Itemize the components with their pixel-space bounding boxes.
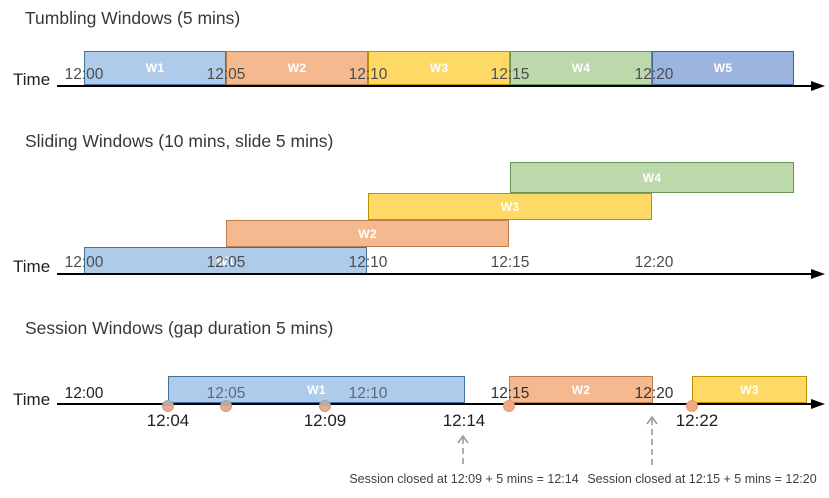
window-label: W3 <box>500 199 520 214</box>
window-label: W4 <box>642 170 662 185</box>
tumbling-window-w3: W3 <box>368 51 510 85</box>
sliding-window-w1: W1 <box>84 247 367 274</box>
tick-label: 12:10 <box>348 385 388 402</box>
tumbling-section-title: Tumbling Windows (5 mins) <box>25 8 241 28</box>
sliding-window-w3: W3 <box>368 193 652 220</box>
tick-label: 12:20 <box>634 385 674 402</box>
sliding-timeline-arrowhead-icon <box>811 269 825 279</box>
tick-label: 12:05 <box>206 66 246 83</box>
event-dot <box>319 400 331 412</box>
tick-label: 12:00 <box>64 254 104 271</box>
event-dot <box>503 400 515 412</box>
event-time-label: 12:09 <box>303 411 347 430</box>
tick-label: 12:00 <box>64 66 104 83</box>
sliding-section-title: Sliding Windows (10 mins, slide 5 mins) <box>25 131 334 151</box>
window-label: W1 <box>216 253 235 268</box>
tick-label: 12:10 <box>348 254 388 271</box>
session-window-w3: W3 <box>692 376 807 403</box>
tumbling-window-w4: W4 <box>510 51 652 85</box>
tick-label: 12:20 <box>634 66 674 83</box>
sliding-timeline-line <box>57 273 813 275</box>
event-time-label: 12:14 <box>442 411 486 430</box>
tumbling-window-w1: W1 <box>84 51 226 85</box>
window-label: W4 <box>571 61 591 75</box>
tick-label: 12:20 <box>634 254 674 271</box>
event-dot <box>686 400 698 412</box>
session-time-axis-label: Time <box>13 390 51 409</box>
tick-label: 12:05 <box>206 385 246 402</box>
session-closed-annotation: Session closed at 12:09 + 5 mins = 12:14 <box>349 472 579 486</box>
session-window-w1: W1 <box>168 376 465 403</box>
session-window-w2: W2 <box>509 376 653 403</box>
tumbling-window-w5: W5 <box>652 51 794 85</box>
session-timeline-arrowhead-icon <box>811 399 825 409</box>
tick-label: 12:05 <box>206 254 246 271</box>
event-dot <box>162 400 174 412</box>
window-label: W1 <box>145 61 165 75</box>
window-label: W2 <box>287 61 307 75</box>
dashed-up-arrow-icon <box>646 415 658 467</box>
dashed-up-arrow-icon <box>457 434 469 466</box>
tumbling-window-w2: W2 <box>226 51 368 85</box>
sliding-window-w4: W4 <box>510 162 794 193</box>
window-label: W2 <box>358 226 377 241</box>
event-dot <box>220 400 232 412</box>
tick-label: 12:15 <box>490 66 530 83</box>
session-timeline-line <box>57 403 813 405</box>
sliding-time-axis-label: Time <box>13 257 51 276</box>
window-label: W1 <box>307 382 326 397</box>
tumbling-timeline-line <box>57 85 813 87</box>
window-label: W3 <box>740 382 759 397</box>
window-label: W2 <box>571 382 591 397</box>
tumbling-timeline-arrowhead-icon <box>811 81 825 91</box>
event-time-label: 12:22 <box>675 411 719 430</box>
tick-label: 12:10 <box>348 66 388 83</box>
tick-label: 12:15 <box>490 385 530 402</box>
window-label: W5 <box>713 61 733 75</box>
event-time-label: 12:04 <box>146 411 190 430</box>
tick-label: 12:15 <box>490 254 530 271</box>
session-section-title: Session Windows (gap duration 5 mins) <box>25 318 334 338</box>
window-label: W3 <box>429 61 449 75</box>
sliding-window-w2: W2 <box>226 220 509 247</box>
tick-label: 12:00 <box>64 385 104 402</box>
session-closed-annotation: Session closed at 12:15 + 5 mins = 12:20 <box>587 472 817 486</box>
tumbling-time-axis-label: Time <box>13 70 51 89</box>
